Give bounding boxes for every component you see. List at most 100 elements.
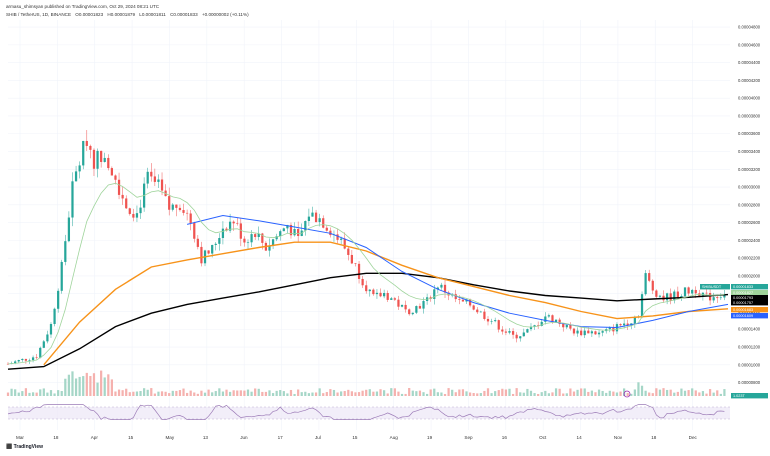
volume-bar (6, 392, 10, 396)
candle-body (490, 321, 493, 322)
volume-bar (719, 393, 722, 396)
candle-body (440, 284, 443, 288)
candle-body (497, 320, 500, 330)
candle-body (687, 287, 690, 294)
volume-bar (415, 391, 418, 396)
volume-bar (716, 390, 719, 396)
volume-bar (683, 390, 687, 396)
candle-body (225, 228, 228, 231)
candle-body (150, 171, 153, 177)
volume-bar (225, 389, 228, 396)
candle-body (522, 332, 525, 337)
candle-body (544, 316, 547, 322)
y-tick-label: 0.00001200 (738, 345, 761, 350)
candle-body (458, 299, 461, 300)
volume-bar (243, 390, 246, 396)
candle-body (644, 273, 647, 295)
candle-body (673, 291, 676, 301)
candle-body (691, 289, 694, 294)
volume-bar (429, 389, 432, 396)
candle-body (694, 289, 697, 294)
candle-body (89, 145, 92, 150)
x-tick-label: Jul (315, 435, 321, 440)
candle-body (372, 289, 375, 295)
volume-bar (311, 392, 314, 396)
candle-body (221, 228, 225, 239)
time-axis[interactable]: Mar 18 Apr 15 May 13 Jun 17 Jul 15 Aug 19 Sep 16 Oct 14… (16, 435, 698, 440)
volume-bar (451, 389, 454, 396)
candle-body (293, 229, 296, 236)
candle-body (594, 331, 597, 335)
price-axis[interactable]: 0.00004800 0.00004600 0.00004400 0.00004200… (731, 0, 770, 430)
x-tick-label: Mar (16, 435, 24, 440)
candle-body (153, 176, 156, 182)
candle-body (705, 292, 708, 294)
volume-bar (71, 371, 74, 396)
volume-bar (372, 391, 375, 396)
candle-body (393, 298, 396, 300)
candle-body (92, 149, 96, 169)
candle-body (397, 299, 400, 307)
volume-bar (615, 392, 619, 396)
volume-bar (196, 393, 199, 396)
candle-body (297, 229, 300, 237)
volume-bar (332, 389, 336, 396)
y-tick-label: 0.00002600 (738, 220, 761, 225)
volume-bar (307, 393, 311, 396)
candle-body (365, 285, 368, 292)
candle-body (218, 238, 221, 244)
price-tag-value: 0.00001609 (733, 314, 753, 318)
volume-bar (200, 390, 203, 396)
volume-bar (74, 378, 78, 396)
candle-body (411, 312, 414, 315)
candle-body (31, 357, 35, 361)
candle-body (193, 223, 196, 239)
volume-bar (286, 393, 289, 396)
volume-bar (350, 391, 353, 396)
volume-bar (691, 388, 694, 396)
volume-bar (554, 388, 558, 396)
price-tag-symbol (700, 284, 730, 290)
tradingview-logo-text: TradingView (13, 444, 43, 450)
candle-body (454, 294, 457, 300)
candle-body (368, 289, 371, 292)
candle-body (325, 227, 328, 231)
volume-bar (701, 391, 705, 396)
volume-bar (411, 390, 414, 396)
volume-bar (135, 391, 139, 396)
x-tick-label: 15 (352, 435, 358, 440)
volume-bar (268, 390, 271, 396)
volume-bar (400, 393, 404, 396)
candle-body (651, 280, 654, 291)
candle-body (386, 292, 389, 300)
candle-body (529, 326, 533, 330)
volume-bar (569, 388, 572, 396)
volume-bar (526, 388, 529, 396)
volume-bar (107, 374, 110, 396)
candle-body (400, 304, 404, 307)
volume-bar (540, 392, 543, 396)
x-tick-label: 17 (278, 435, 284, 440)
volume-bar (551, 392, 554, 396)
volume-bar (17, 392, 20, 396)
candle-body (304, 221, 307, 231)
volume-bar (89, 375, 92, 396)
volume-bar (637, 382, 640, 396)
x-tick-label: 14 (577, 435, 583, 440)
volume-bar (694, 390, 697, 396)
volume-bar (96, 382, 99, 396)
candle-body (49, 324, 53, 335)
volume-bar (479, 393, 482, 396)
candle-body (633, 317, 636, 324)
x-tick-label: Apr (91, 435, 99, 440)
candle-body (418, 306, 422, 309)
candle-body (139, 207, 142, 214)
candle-body (82, 140, 85, 166)
y-tick-label: 0.00004400 (738, 60, 761, 65)
x-tick-label: Sep (464, 435, 473, 440)
candle-body (114, 175, 117, 180)
volume-bar (483, 390, 486, 396)
volume-bar (511, 393, 515, 396)
